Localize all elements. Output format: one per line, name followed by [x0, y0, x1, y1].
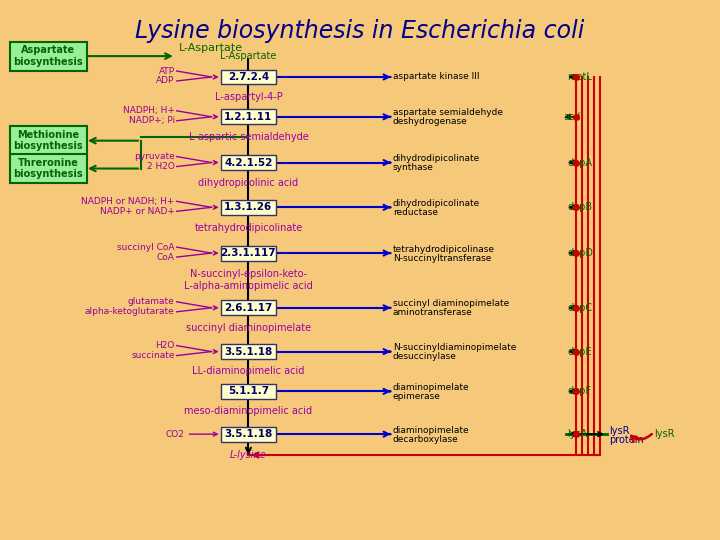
Text: CO2: CO2	[166, 430, 184, 438]
Text: lysR: lysR	[654, 429, 675, 439]
Text: protein: protein	[609, 435, 644, 445]
Text: NADPH; H+: NADPH; H+	[123, 106, 175, 116]
Text: metL: metL	[567, 72, 592, 82]
Text: aspartate kinase III: aspartate kinase III	[393, 72, 480, 82]
Text: tetrahydrodipicolinase: tetrahydrodipicolinase	[393, 245, 495, 254]
Text: aminotransferase: aminotransferase	[393, 308, 472, 318]
Text: N-succinyltransferase: N-succinyltransferase	[393, 254, 491, 262]
FancyBboxPatch shape	[221, 427, 276, 442]
Text: 2.3.1.117: 2.3.1.117	[220, 248, 276, 258]
Text: 1.3.1.26: 1.3.1.26	[225, 202, 273, 212]
FancyBboxPatch shape	[221, 344, 276, 359]
Text: diaminopimelate: diaminopimelate	[393, 426, 469, 435]
Text: Aspartate
biosynthesis: Aspartate biosynthesis	[14, 45, 83, 67]
Text: ATP: ATP	[158, 66, 175, 76]
Text: ADP: ADP	[156, 77, 175, 85]
FancyBboxPatch shape	[221, 246, 276, 260]
Text: L-aspartic semialdehyde: L-aspartic semialdehyde	[189, 132, 308, 141]
Text: 1.2.1.11: 1.2.1.11	[225, 112, 273, 122]
Text: CoA: CoA	[157, 253, 175, 261]
Text: 5.1.1.7: 5.1.1.7	[228, 387, 269, 396]
FancyBboxPatch shape	[10, 154, 86, 183]
Text: tetrahydrodipicolinate: tetrahydrodipicolinate	[194, 223, 302, 233]
Text: aspartate semialdehyde: aspartate semialdehyde	[393, 109, 503, 117]
Text: Threronine
biosynthesis: Threronine biosynthesis	[14, 158, 83, 179]
Text: alpha-ketoglutarate: alpha-ketoglutarate	[85, 307, 175, 316]
Text: epimerase: epimerase	[393, 392, 441, 401]
Text: deshydrogenase: deshydrogenase	[393, 117, 467, 126]
Text: dapD: dapD	[567, 248, 593, 258]
Text: NADP+; Pi: NADP+; Pi	[129, 116, 175, 125]
Text: asd: asd	[563, 112, 580, 122]
Text: L-lysine: L-lysine	[230, 450, 266, 460]
Text: dihydrodipicolinate: dihydrodipicolinate	[393, 199, 480, 208]
Text: succinyl diaminopimelate: succinyl diaminopimelate	[393, 299, 509, 308]
Text: L-Aspartate: L-Aspartate	[179, 43, 243, 53]
Text: 2.7.2.4: 2.7.2.4	[228, 72, 269, 82]
Text: L-Aspartate: L-Aspartate	[220, 51, 276, 61]
Text: L-aspartyl-4-P: L-aspartyl-4-P	[215, 92, 282, 102]
Text: 4.2.1.52: 4.2.1.52	[224, 158, 273, 167]
Text: dapE: dapE	[567, 347, 592, 356]
Text: succinate: succinate	[131, 351, 175, 360]
Text: dihydrodipicolinate: dihydrodipicolinate	[393, 154, 480, 163]
Text: glutamate: glutamate	[128, 298, 175, 306]
Text: H2O: H2O	[156, 341, 175, 350]
Text: lysA: lysA	[567, 429, 588, 439]
FancyBboxPatch shape	[10, 126, 86, 155]
Text: reductase: reductase	[393, 208, 438, 217]
Text: dihydropicolinic acid: dihydropicolinic acid	[199, 178, 299, 188]
Text: dapB: dapB	[567, 202, 593, 212]
Text: NADPH or NADH; H+: NADPH or NADH; H+	[81, 197, 175, 206]
Text: N-succinyl-epsilon-keto-
L-alpha-aminopimelic acid: N-succinyl-epsilon-keto- L-alpha-aminopi…	[184, 269, 312, 291]
FancyBboxPatch shape	[221, 200, 276, 215]
Text: NADP+ or NAD+: NADP+ or NAD+	[100, 207, 175, 216]
Text: succinyl CoA: succinyl CoA	[117, 242, 175, 252]
Text: synthase: synthase	[393, 163, 433, 172]
Text: dapF: dapF	[567, 387, 591, 396]
Text: desuccinylase: desuccinylase	[393, 352, 456, 361]
Text: dapC: dapC	[567, 303, 593, 313]
Text: 3.5.1.18: 3.5.1.18	[225, 429, 273, 439]
FancyBboxPatch shape	[221, 155, 276, 170]
Text: dapA: dapA	[567, 158, 592, 167]
Text: 2.6.1.17: 2.6.1.17	[224, 303, 273, 313]
Text: meso-diaminopimelic acid: meso-diaminopimelic acid	[184, 406, 312, 416]
Text: 2 H2O: 2 H2O	[147, 162, 175, 171]
Text: lysR: lysR	[609, 426, 629, 436]
Text: pyruvate: pyruvate	[134, 152, 175, 161]
FancyBboxPatch shape	[221, 384, 276, 399]
Text: diaminopimelate: diaminopimelate	[393, 383, 469, 392]
Text: 3.5.1.18: 3.5.1.18	[225, 347, 273, 356]
Text: N-succinyldiaminopimelate: N-succinyldiaminopimelate	[393, 343, 516, 352]
Text: succinyl diaminopimelate: succinyl diaminopimelate	[186, 323, 311, 333]
FancyBboxPatch shape	[221, 300, 276, 315]
Text: Lysine biosynthesis in Escherichia coli: Lysine biosynthesis in Escherichia coli	[135, 19, 585, 43]
Text: decarboxylase: decarboxylase	[393, 435, 459, 444]
FancyBboxPatch shape	[221, 70, 276, 84]
Text: Methionine
biosynthesis: Methionine biosynthesis	[14, 130, 83, 151]
Text: LL-diaminopimelic acid: LL-diaminopimelic acid	[192, 367, 305, 376]
FancyBboxPatch shape	[221, 109, 276, 124]
FancyBboxPatch shape	[10, 42, 86, 71]
